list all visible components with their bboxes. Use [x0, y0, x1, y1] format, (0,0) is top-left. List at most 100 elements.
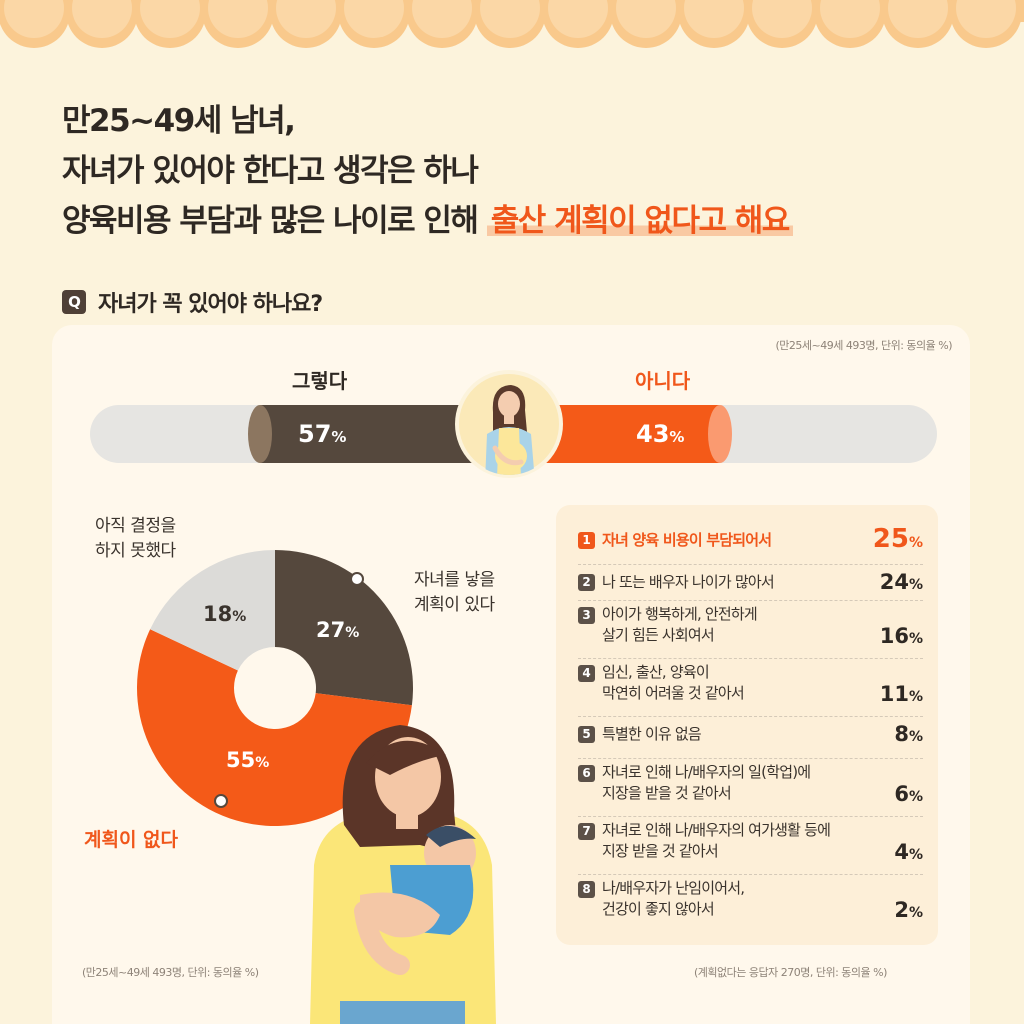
reason-text: 특별한 이유 없음 [602, 724, 702, 745]
reason-text-line: 아이가 행복하게, 안전하게 [602, 605, 758, 623]
bar-label-no: 아니다 [635, 369, 691, 393]
scallop-inner [548, 0, 608, 38]
reason-value: 4% [894, 840, 923, 864]
donut-label-plan: 자녀를 낳을 계획이 있다 [414, 568, 495, 618]
bar-value-yes: 57% [298, 420, 346, 448]
scallop-inner [208, 0, 268, 38]
pct-sign: % [669, 428, 685, 446]
headline-line-3-plain: 양육비용 부담과 많은 나이로 인해 [62, 203, 479, 239]
reason-text-line: 지장 받을 것 같아서 [602, 842, 719, 860]
pct-sign: % [908, 631, 923, 647]
reason-value: 11% [880, 682, 923, 706]
reason-text: 나/배우자가 난임이어서, 건강이 좋지 않아서 [602, 878, 745, 920]
donut-label-undecided: 아직 결정을 하지 못했다 [95, 514, 176, 564]
bar-label-yes: 그렇다 [292, 369, 348, 393]
donut-value-no-plan-num: 55 [226, 748, 256, 772]
reason-value-number: 11 [879, 682, 909, 706]
reason-value: 25% [873, 524, 923, 554]
reason-number-badge: 7 [578, 823, 595, 840]
pct-sign: % [908, 905, 923, 921]
reason-value: 2% [894, 898, 923, 922]
scallop-inner [344, 0, 404, 38]
question-heading: Q 자녀가 꼭 있어야 하나요? [62, 286, 323, 318]
bar-value-yes-num: 57 [298, 420, 332, 448]
donut-chart [137, 550, 413, 826]
donut-label-no-plan: 계획이 없다 [84, 829, 179, 851]
scallop-inner [888, 0, 948, 38]
pct-sign: % [908, 689, 923, 705]
leader-dot [214, 794, 228, 808]
scallop-inner [752, 0, 812, 38]
reason-number-badge: 2 [578, 574, 595, 591]
reason-text-line: 자녀로 인해 나/배우자의 일(학업)에 [602, 763, 811, 781]
reason-text-line: 자녀 양육 비용이 부담되어서 [602, 531, 772, 549]
reason-number-badge: 4 [578, 665, 595, 682]
headline-highlight: 출산 계획이 없다고 해요 [486, 203, 793, 239]
headline-line-3: 양육비용 부담과 많은 나이로 인해 출산 계획이 없다고 해요 [62, 196, 793, 246]
headline-line-2: 자녀가 있어야 한다고 생각은 하나 [62, 153, 479, 189]
table-row: 2 나 또는 배우자 나이가 많아서 24% [578, 564, 923, 601]
reason-value: 8% [894, 722, 923, 746]
reason-value-number: 25 [872, 524, 909, 554]
headline-line-1: 만25~49세 남녀, [62, 103, 296, 139]
reason-text-line: 임신, 출산, 양육이 [602, 663, 710, 681]
table-row: 3 아이가 행복하게, 안전하게 살기 힘든 사회여서 16% [578, 600, 923, 659]
reason-value: 24% [880, 570, 923, 594]
reason-text: 자녀로 인해 나/배우자의 여가생활 등에 지장 받을 것 같아서 [602, 820, 831, 862]
pct-sign: % [255, 755, 270, 771]
reason-text-line: 막연히 어려울 것 같아서 [602, 684, 745, 702]
scallop-inner [616, 0, 676, 38]
reason-text: 나 또는 배우자 나이가 많아서 [602, 572, 775, 593]
reason-text-line: 지장을 받을 것 같아서 [602, 784, 732, 802]
pregnant-woman-icon [455, 370, 563, 478]
pct-sign: % [908, 729, 923, 745]
donut-slice [137, 629, 412, 826]
reason-number-badge: 3 [578, 607, 595, 624]
bar-cap-yes [248, 405, 272, 463]
reason-text-line: 살기 힘든 사회여서 [602, 626, 715, 644]
note-bottom-right: (계획없다는 응답자 270명, 단위: 동의율 %) [694, 966, 887, 979]
reason-text-line: 나 또는 배우자 나이가 많아서 [602, 573, 775, 591]
donut-label-undecided-line-1: 아직 결정을 [95, 516, 176, 536]
reason-value-number: 8 [894, 722, 909, 746]
bar-value-no: 43% [636, 420, 684, 448]
reason-value-number: 6 [894, 782, 909, 806]
reason-value-number: 2 [894, 898, 909, 922]
reason-number-badge: 5 [578, 726, 595, 743]
scallop-inner [684, 0, 744, 38]
donut-slice [150, 550, 275, 671]
donut-label-plan-line-1: 자녀를 낳을 [414, 570, 495, 590]
reason-value-number: 24 [879, 570, 909, 594]
pct-sign: % [908, 535, 923, 551]
scallop-inner [480, 0, 540, 38]
donut-value-plan: 27% [316, 618, 359, 642]
reason-text: 자녀 양육 비용이 부담되어서 [602, 530, 772, 551]
reason-text-line: 건강이 좋지 않아서 [602, 900, 715, 918]
pct-sign: % [232, 609, 247, 625]
pct-sign: % [908, 789, 923, 805]
question-text: 자녀가 꼭 있어야 하나요? [98, 292, 323, 317]
headline: 만25~49세 남녀, 자녀가 있어야 한다고 생각은 하나 양육비용 부담과 … [62, 96, 793, 246]
pct-sign: % [908, 577, 923, 593]
scallop-inner [4, 0, 64, 38]
reason-number-badge: 8 [578, 881, 595, 898]
reason-value: 6% [894, 782, 923, 806]
donut-value-no-plan: 55% [226, 748, 269, 772]
pct-sign: % [908, 847, 923, 863]
donut-value-undecided-num: 18 [203, 602, 233, 626]
table-row: 5 특별한 이유 없음 8% [578, 716, 923, 759]
donut-label-undecided-line-2: 하지 못했다 [95, 541, 176, 561]
bar-cap-no [708, 405, 732, 463]
table-row: 1 자녀 양육 비용이 부담되어서 25% [578, 522, 923, 565]
mother-with-baby-illustration [310, 725, 496, 1024]
table-row: 7 자녀로 인해 나/배우자의 여가생활 등에 지장 받을 것 같아서 4% [578, 816, 923, 875]
scallop-inner [820, 0, 880, 38]
table-row: 8 나/배우자가 난임이어서, 건강이 좋지 않아서 2% [578, 874, 923, 934]
reasons-table: 1 자녀 양육 비용이 부담되어서 25% 2 나 또는 배우자 나이가 많아서 24% 3… [556, 505, 938, 945]
